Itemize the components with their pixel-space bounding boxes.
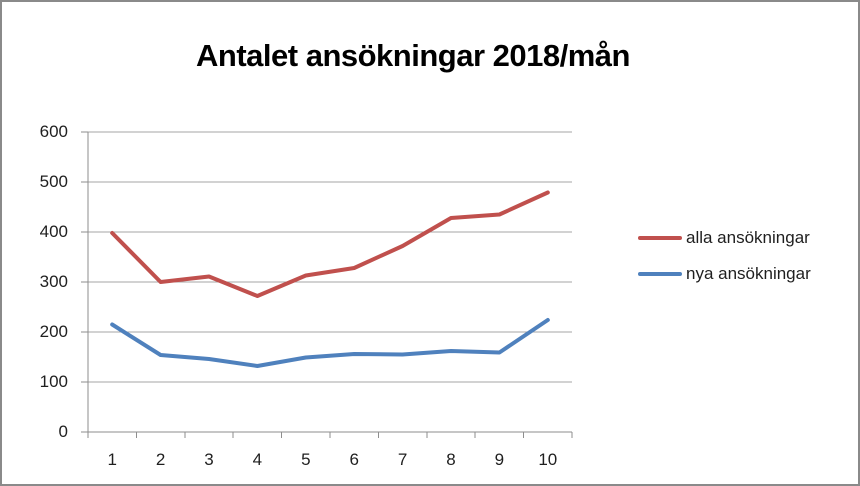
x-tick-label: 9: [494, 450, 505, 469]
legend-line-swatch-blue: [638, 272, 682, 276]
legend: alla ansökningar nya ansökningar: [638, 224, 811, 296]
chart-title: Antalet ansökningar 2018/mån: [196, 38, 630, 73]
x-tick-label: 5: [301, 450, 311, 469]
legend-label-nya: nya ansökningar: [686, 264, 811, 283]
y-tick-label: 300: [39, 272, 68, 291]
x-tick-label: 4: [252, 450, 263, 469]
legend-label-alla: alla ansökningar: [686, 228, 810, 247]
x-tick-label: 10: [538, 450, 558, 469]
y-tick-label: 200: [39, 322, 68, 341]
legend-item-alla-ansokningar: alla ansökningar: [638, 224, 811, 252]
legend-item-nya-ansokningar: nya ansökningar: [638, 260, 811, 288]
y-tick-label: 100: [39, 372, 68, 391]
y-tick-label: 400: [39, 222, 68, 241]
y-tick-label: 0: [58, 422, 68, 441]
x-tick-label: 6: [349, 450, 359, 469]
x-tick-label: 2: [155, 450, 166, 469]
x-tick-label: 8: [446, 450, 456, 469]
legend-line-swatch-red: [638, 236, 682, 240]
series-line-nya: [110, 318, 550, 368]
series-line-alla: [110, 190, 550, 298]
x-tick-label: 3: [204, 450, 214, 469]
y-tick-label: 600: [39, 122, 68, 141]
x-tick-label: 7: [397, 450, 408, 469]
y-tick-label: 500: [39, 172, 68, 191]
x-tick-label: 1: [107, 450, 117, 469]
